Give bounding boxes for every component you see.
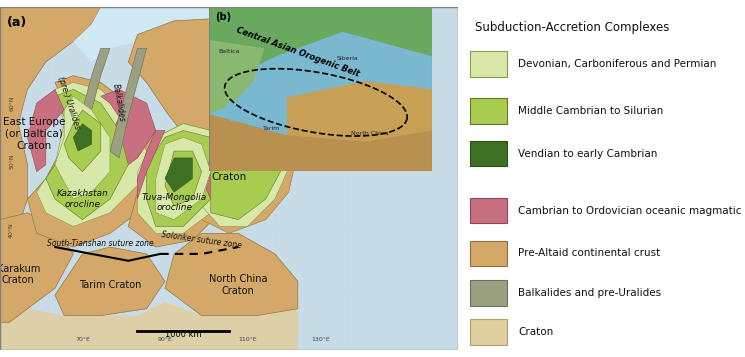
Polygon shape [165,158,192,192]
Text: 50°N: 50°N [9,154,14,169]
Text: Craton: Craton [519,327,554,337]
Text: East Europe
(or Baltica)
Craton: East Europe (or Baltica) Craton [3,117,66,151]
Text: Baltica: Baltica [218,49,239,54]
Text: Tuva-Mongolia
orocline: Tuva-Mongolia orocline [142,193,206,212]
Text: (a): (a) [7,16,27,29]
Text: Solonker suture zone: Solonker suture zone [161,230,242,250]
Polygon shape [55,96,110,199]
Polygon shape [64,110,101,172]
Text: 90°E: 90°E [157,337,172,342]
Polygon shape [211,117,284,220]
Polygon shape [209,114,432,171]
Text: Tarim Craton: Tarim Craton [79,280,141,290]
Text: Siberia
Craton: Siberia Craton [211,161,247,182]
Text: North China: North China [351,131,388,136]
Polygon shape [128,124,238,247]
Polygon shape [37,82,147,226]
Polygon shape [147,131,220,226]
Text: 70°E: 70°E [75,337,90,342]
Text: Middle Cambrian to Silurian: Middle Cambrian to Silurian [519,106,664,116]
Text: 40°N: 40°N [9,222,14,238]
Text: North China
Craton: North China Craton [209,274,267,296]
Polygon shape [156,137,211,220]
Text: Tarim: Tarim [262,126,280,131]
Text: Vendian to early Cambrian: Vendian to early Cambrian [519,149,658,159]
Text: 1000 km: 1000 km [165,330,202,339]
Polygon shape [64,48,110,178]
Text: Central Asian Orogenic Belt: Central Asian Orogenic Belt [235,25,361,78]
Polygon shape [165,233,298,316]
Polygon shape [73,124,92,151]
Text: (pre-) Uralides: (pre-) Uralides [56,75,81,131]
Text: Balkalides: Balkalides [111,83,127,123]
Text: Pre-Altaid continental crust: Pre-Altaid continental crust [519,248,661,258]
Polygon shape [165,151,202,206]
Polygon shape [224,99,238,122]
Bar [469,241,507,266]
Text: Karakum
Craton: Karakum Craton [0,264,40,285]
Polygon shape [209,7,432,89]
Polygon shape [73,7,298,62]
Text: 130°E: 130°E [311,337,330,342]
Text: Subduction-Accretion Complexes: Subduction-Accretion Complexes [475,21,670,34]
Polygon shape [0,7,101,254]
Polygon shape [128,14,298,144]
Bar [469,198,507,223]
Polygon shape [28,89,64,172]
Bar [469,141,507,166]
Text: (b): (b) [215,12,232,22]
Polygon shape [202,110,294,226]
Text: Devonian, Carboniferous and Permian: Devonian, Carboniferous and Permian [519,59,717,69]
Bar [469,280,507,306]
Polygon shape [55,247,165,316]
Text: Siberia: Siberia [336,56,358,61]
Polygon shape [0,213,73,322]
Text: Cambrian to Ordovician oceanic magmatic arc: Cambrian to Ordovician oceanic magmatic … [519,206,745,216]
Text: 110°E: 110°E [238,337,257,342]
Polygon shape [137,124,229,233]
Polygon shape [202,137,238,199]
Bar [469,319,507,345]
Polygon shape [287,81,432,147]
Polygon shape [110,48,147,158]
Text: Kazakhstan
orocline: Kazakhstan orocline [57,189,108,209]
Polygon shape [209,40,264,114]
Bar [469,98,507,124]
Text: South-Tianshan suture zone: South-Tianshan suture zone [48,239,154,248]
Polygon shape [0,302,298,350]
Text: Balkalides and pre-Uralides: Balkalides and pre-Uralides [519,288,662,298]
Polygon shape [28,76,165,247]
Polygon shape [101,89,156,172]
Bar [469,51,507,77]
Text: 60°N: 60°N [9,95,14,111]
Polygon shape [192,103,298,233]
Polygon shape [46,89,128,220]
Polygon shape [137,131,165,199]
